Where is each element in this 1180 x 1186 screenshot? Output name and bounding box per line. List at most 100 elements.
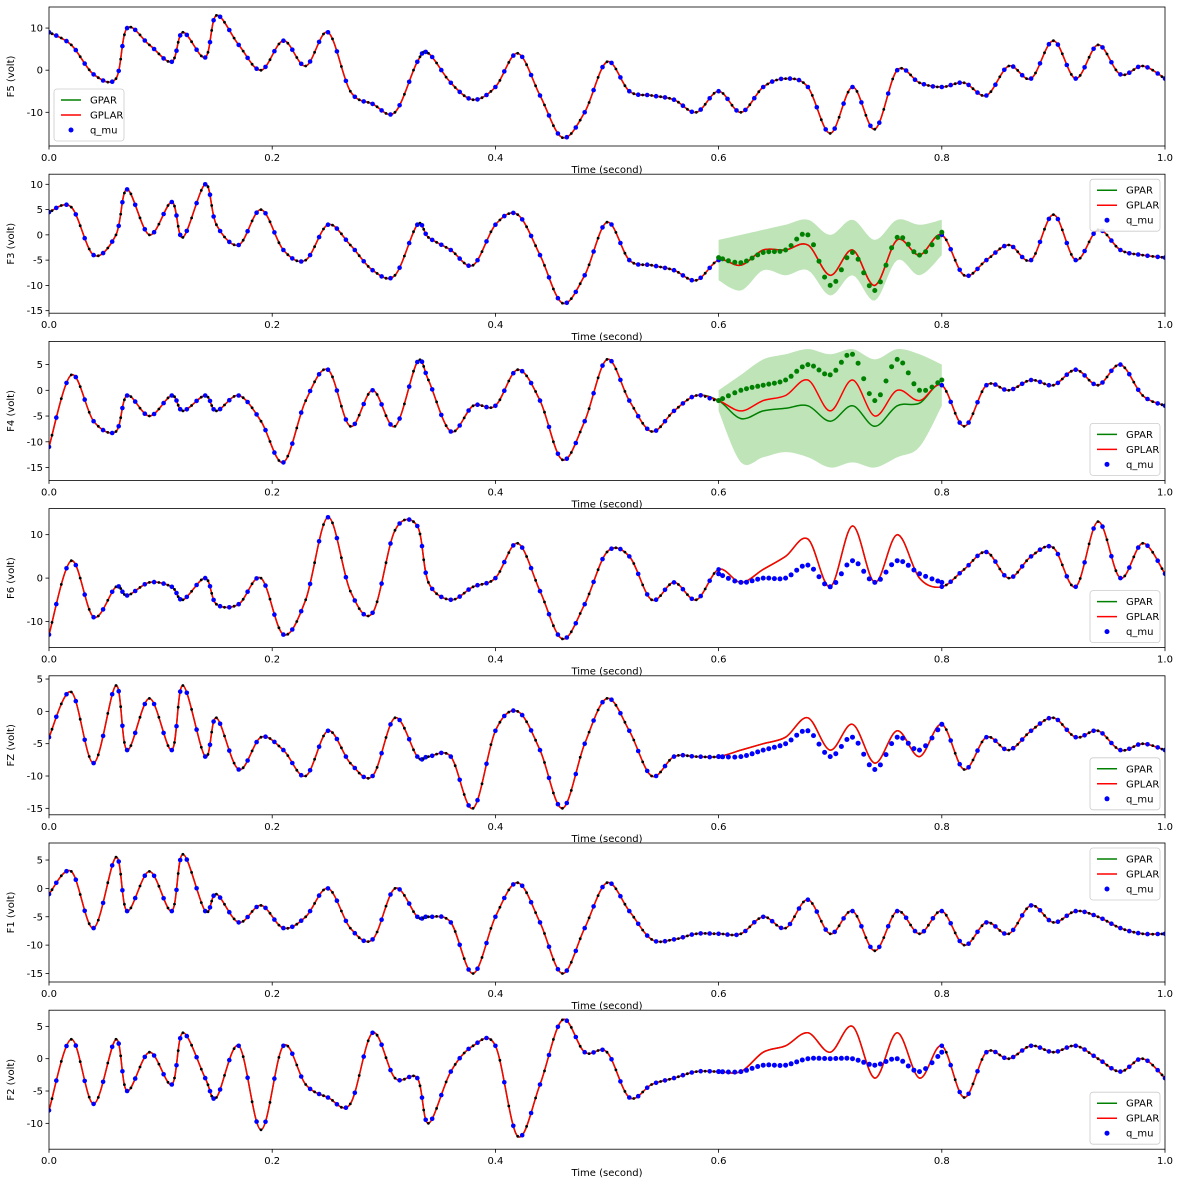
gap-qmu-point <box>866 1061 872 1067</box>
qmu-point <box>1162 931 1165 937</box>
gap-qmu-point <box>720 754 726 760</box>
observation-point <box>1096 729 1100 733</box>
legend-gplar-label: GPLAR <box>1126 445 1159 456</box>
observation-point <box>462 1051 466 1055</box>
qmu-point <box>707 578 712 583</box>
observation-point <box>348 1102 352 1106</box>
observation-point <box>340 65 343 68</box>
qmu-point <box>397 521 402 526</box>
qmu-point <box>564 635 570 640</box>
qmu-point <box>352 94 358 100</box>
qmu-point <box>361 99 367 104</box>
qmu-point <box>82 1078 87 1084</box>
gap-qmu-point <box>788 1061 794 1067</box>
qmu-point <box>91 614 96 620</box>
y-tick-label: -5 <box>33 412 43 423</box>
observation-point <box>596 236 600 240</box>
qmu-point <box>975 90 980 95</box>
observation-point <box>435 752 438 756</box>
gap-qmu-point <box>905 241 911 247</box>
qmu-point <box>184 594 190 600</box>
y-tick-label: 10 <box>30 24 43 35</box>
observation-point <box>210 29 214 32</box>
observation-point <box>403 726 406 730</box>
qmu-point <box>1109 921 1114 926</box>
gap-qmu-point <box>889 562 895 568</box>
qmu-point <box>957 267 962 273</box>
observation-point <box>605 881 609 885</box>
observation-point <box>641 1090 645 1094</box>
qmu-point <box>1100 916 1105 922</box>
observation-point <box>1007 576 1011 580</box>
observation-point <box>1052 716 1055 720</box>
qmu-point <box>325 1095 331 1100</box>
observation-point <box>677 271 680 274</box>
qmu-point <box>475 966 480 971</box>
qmu-point <box>493 403 498 409</box>
observation-point <box>480 250 484 254</box>
observation-point <box>427 236 430 239</box>
observation-point <box>632 406 636 410</box>
observation-point <box>739 932 743 936</box>
qmu-point <box>1127 746 1132 752</box>
observation-point <box>721 932 725 936</box>
observation-point <box>587 730 591 734</box>
observation-point <box>471 972 475 975</box>
gap-qmu-point <box>911 1067 917 1073</box>
observation-point <box>525 225 528 229</box>
gap-qmu-point <box>749 1065 755 1071</box>
observation-point <box>268 1101 272 1104</box>
observation-point <box>210 204 214 207</box>
gap-qmu-point <box>844 352 850 358</box>
observation-point <box>766 916 770 920</box>
gap-qmu-point <box>917 387 922 393</box>
gap-qmu-point <box>889 741 895 747</box>
observation-point <box>1123 574 1127 578</box>
qmu-point <box>82 235 87 241</box>
qmu-point <box>307 1086 313 1092</box>
qmu-point <box>555 451 561 457</box>
observation-point <box>686 934 689 938</box>
gap-qmu-point <box>799 1057 805 1063</box>
qmu-point <box>100 900 106 906</box>
qmu-point <box>653 263 659 269</box>
gap-qmu-point <box>744 753 749 758</box>
observation-point <box>1052 546 1055 550</box>
qmu-point <box>236 393 241 398</box>
qmu-point <box>73 374 79 380</box>
qmu-point <box>993 559 998 564</box>
observation-point <box>232 243 236 247</box>
qmu-point <box>653 773 659 779</box>
observation-point <box>322 1094 325 1098</box>
observation-point <box>422 558 426 562</box>
qmu-point <box>1073 367 1078 373</box>
qmu-point <box>511 210 516 216</box>
observation-point <box>552 791 555 795</box>
x-tick-label: 1.0 <box>1157 153 1173 164</box>
qmu-point <box>281 247 286 253</box>
axes-frame <box>48 173 1166 314</box>
observation-point <box>650 598 653 602</box>
observation-point <box>199 1067 203 1071</box>
qmu-point <box>169 199 175 205</box>
qmu-point <box>671 97 677 102</box>
observation-point <box>1060 52 1064 56</box>
legend-qmu-label: q_mu <box>1126 216 1153 227</box>
observation-point <box>659 940 662 944</box>
gap-qmu-point <box>744 258 749 264</box>
gap-qmu-point <box>788 737 794 743</box>
qmu-point <box>1091 526 1096 531</box>
axes-frame <box>48 340 1166 481</box>
observation-point <box>650 430 653 433</box>
qmu-point <box>680 752 686 758</box>
qmu-point <box>207 905 213 910</box>
y-axis-label: F1 (volt) <box>6 891 17 933</box>
observation-point <box>181 1031 185 1035</box>
qmu-point <box>82 397 87 402</box>
qmu-point <box>734 108 739 113</box>
observation-point <box>250 910 254 913</box>
qmu-point <box>64 566 69 571</box>
gap-qmu-point <box>716 255 722 261</box>
gap-qmu-point <box>905 562 911 568</box>
